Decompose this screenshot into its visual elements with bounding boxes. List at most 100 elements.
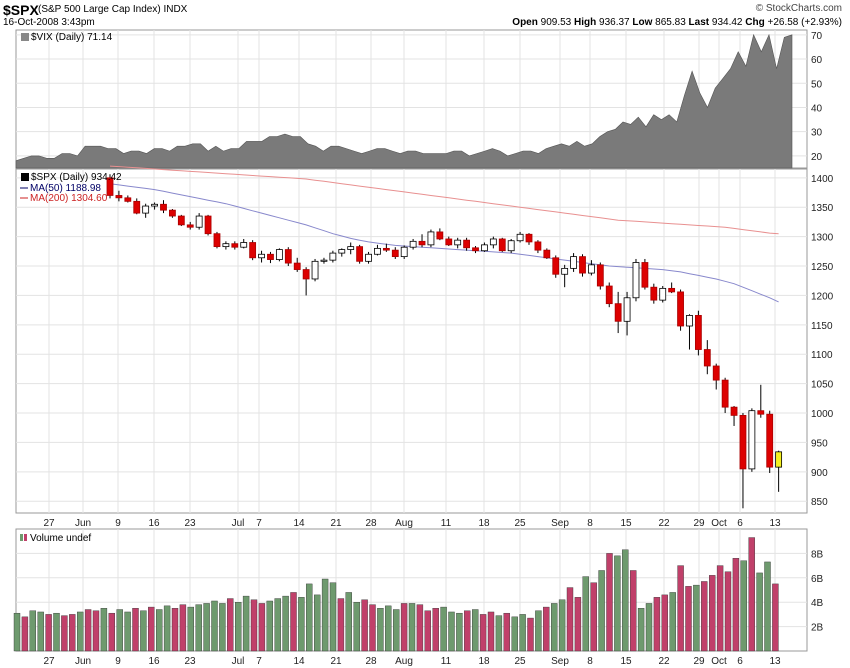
candle	[418, 234, 426, 248]
x-tick-label: 28	[365, 518, 377, 529]
volume-bar	[732, 558, 740, 652]
volume-bar	[400, 603, 408, 652]
candle	[302, 267, 310, 296]
y-tick-label: 60	[811, 55, 823, 66]
volume-bar	[503, 612, 510, 652]
x-tick-label: 14	[293, 656, 305, 667]
volume-bar	[92, 610, 100, 652]
vix-panel: 20 30 40 50 60 70	[15, 29, 823, 169]
candle	[748, 408, 756, 472]
volume-bar	[258, 603, 266, 652]
candle	[659, 286, 667, 303]
x-tick-label: 25	[514, 518, 526, 529]
candle	[347, 242, 355, 255]
x-tick-label: 9	[115, 518, 121, 529]
x-tick-label: 21	[330, 656, 342, 667]
candle-body	[311, 260, 319, 280]
x-tick-label: 22	[658, 518, 670, 529]
x-tick-label: 16	[148, 518, 160, 529]
candle-body	[391, 249, 399, 258]
y-tick-label: 1200	[811, 291, 834, 302]
volume-bar	[29, 610, 36, 652]
candle	[240, 238, 248, 249]
x-tick-label: 22	[658, 656, 670, 667]
volume-bar	[393, 609, 400, 652]
candle-body	[418, 240, 426, 246]
volume-bar	[653, 597, 661, 652]
volume-bar	[669, 592, 676, 652]
y-tick-label: 1350	[811, 203, 834, 214]
candle	[142, 203, 150, 218]
candle-body	[186, 224, 194, 228]
candle-body	[267, 253, 274, 260]
candle-body	[721, 379, 729, 408]
spx-frame	[15, 168, 808, 514]
candle-body	[231, 243, 239, 248]
candle	[641, 258, 649, 290]
candle-body	[293, 262, 301, 270]
candle	[454, 237, 462, 249]
candle	[534, 240, 542, 254]
candle	[204, 214, 212, 236]
candle	[400, 245, 408, 259]
candle-body	[677, 291, 684, 327]
x-tick-label: 23	[184, 656, 196, 667]
volume-bar	[772, 583, 779, 652]
volume-panel: 2B 4B 6B 8B 27 Jun 9 16 23 Jul 7 14 21 28 Aug 11 18 25 Sep…	[13, 528, 824, 667]
candle	[329, 250, 337, 263]
candle	[694, 310, 702, 356]
spx-legend: $SPX (Daily) 934.42	[31, 172, 122, 183]
y-tick-label: 850	[811, 497, 828, 508]
candle	[605, 282, 613, 308]
y-tick-label: 2B	[811, 623, 824, 634]
candle	[775, 450, 783, 492]
volume-bar	[479, 614, 487, 652]
candle-body	[151, 203, 158, 207]
candle-body	[748, 410, 756, 470]
candle	[463, 237, 471, 251]
candle	[177, 214, 185, 227]
volume-bar	[53, 612, 60, 652]
volume-bar	[685, 586, 692, 652]
volume-bar	[566, 587, 574, 652]
volume-bar	[219, 603, 226, 652]
candle-body	[570, 256, 577, 269]
volume-bar	[179, 604, 187, 652]
volume-bar	[764, 561, 771, 652]
candle-body	[516, 233, 524, 242]
volume-bar	[606, 553, 613, 652]
volume-bar	[448, 611, 455, 652]
candle	[632, 258, 640, 302]
volume-bar	[211, 600, 218, 652]
volume-bar	[203, 603, 210, 652]
candle-body	[338, 249, 346, 254]
candle-body	[686, 315, 693, 327]
y-tick-label: 4B	[811, 598, 824, 609]
candle	[686, 314, 693, 350]
candle	[552, 255, 560, 278]
candle	[472, 246, 479, 254]
volume-bar	[630, 570, 637, 652]
candle-body	[472, 247, 479, 252]
x-tick-label: Jul	[232, 518, 245, 529]
volume-bar	[756, 572, 763, 652]
candle	[231, 241, 239, 250]
x-tick-label: 27	[43, 518, 55, 529]
x-tick-label: 6	[737, 518, 743, 529]
volume-bar	[100, 608, 108, 652]
volume-legend: Volume undef	[30, 533, 91, 544]
candle	[445, 236, 453, 247]
x-tick-label: 8	[587, 656, 593, 667]
datetime: 16-Oct-2008 3:43pm	[3, 17, 95, 28]
y-tick-label: 1100	[811, 350, 833, 361]
candle	[195, 213, 203, 230]
volume-legend-swatch-down	[24, 534, 27, 541]
volume-bar	[242, 595, 250, 652]
x-tick-label: 11	[441, 518, 452, 529]
candle-body	[427, 231, 435, 246]
volume-bar	[637, 608, 645, 652]
candle-body	[445, 238, 453, 246]
volume-bar	[321, 578, 329, 652]
volume-bar	[124, 611, 131, 652]
